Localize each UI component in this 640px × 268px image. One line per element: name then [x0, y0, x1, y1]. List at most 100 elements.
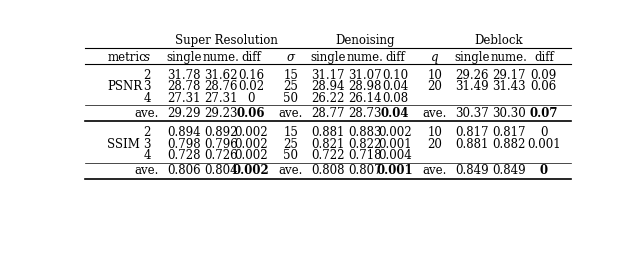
Text: single: single — [454, 51, 490, 64]
Text: 0.07: 0.07 — [529, 107, 558, 120]
Text: 0.726: 0.726 — [205, 150, 238, 162]
Text: 0.001: 0.001 — [377, 164, 413, 177]
Text: 25: 25 — [284, 80, 298, 93]
Text: metric: metric — [108, 51, 146, 64]
Text: 26.22: 26.22 — [311, 92, 345, 105]
Text: 0.882: 0.882 — [492, 137, 525, 151]
Text: 0.08: 0.08 — [382, 92, 408, 105]
Text: 0.881: 0.881 — [311, 126, 345, 139]
Text: nume.: nume. — [203, 51, 240, 64]
Text: diff: diff — [534, 51, 554, 64]
Text: 28.94: 28.94 — [311, 80, 345, 93]
Text: 25: 25 — [284, 137, 298, 151]
Text: 0.001: 0.001 — [378, 137, 412, 151]
Text: 0.849: 0.849 — [492, 164, 526, 177]
Text: 0.002: 0.002 — [234, 137, 268, 151]
Text: 0.817: 0.817 — [455, 126, 488, 139]
Text: 29.17: 29.17 — [492, 69, 526, 82]
Text: 20: 20 — [428, 137, 442, 151]
Text: 0.892: 0.892 — [205, 126, 238, 139]
Text: Super Resolution: Super Resolution — [175, 34, 278, 47]
Text: 50: 50 — [284, 92, 298, 105]
Text: 0.804: 0.804 — [205, 164, 238, 177]
Text: 0.16: 0.16 — [238, 69, 264, 82]
Text: 0.718: 0.718 — [348, 150, 382, 162]
Text: 0.817: 0.817 — [492, 126, 526, 139]
Text: 4: 4 — [143, 92, 150, 105]
Text: nume.: nume. — [491, 51, 527, 64]
Text: single: single — [310, 51, 346, 64]
Text: 0.04: 0.04 — [381, 107, 409, 120]
Text: ave.: ave. — [278, 107, 303, 120]
Text: 0.002: 0.002 — [378, 126, 412, 139]
Text: 27.31: 27.31 — [168, 92, 201, 105]
Text: 0.894: 0.894 — [167, 126, 201, 139]
Text: 30.30: 30.30 — [492, 107, 526, 120]
Text: 0.722: 0.722 — [311, 150, 345, 162]
Text: 31.07: 31.07 — [348, 69, 382, 82]
Text: 31.43: 31.43 — [492, 80, 526, 93]
Text: 31.17: 31.17 — [311, 69, 345, 82]
Text: 0.002: 0.002 — [234, 150, 268, 162]
Text: 0.822: 0.822 — [349, 137, 382, 151]
Text: 0.883: 0.883 — [348, 126, 382, 139]
Text: 0: 0 — [248, 92, 255, 105]
Text: 27.31: 27.31 — [205, 92, 238, 105]
Text: 31.62: 31.62 — [205, 69, 238, 82]
Text: 0.002: 0.002 — [234, 126, 268, 139]
Text: diff: diff — [241, 51, 261, 64]
Text: nume.: nume. — [347, 51, 383, 64]
Text: q: q — [431, 51, 438, 64]
Text: 4: 4 — [143, 150, 150, 162]
Text: 29.29: 29.29 — [168, 107, 201, 120]
Text: 0.881: 0.881 — [455, 137, 488, 151]
Text: 0.796: 0.796 — [205, 137, 238, 151]
Text: 20: 20 — [428, 80, 442, 93]
Text: 0.808: 0.808 — [311, 164, 345, 177]
Text: 0.001: 0.001 — [527, 137, 561, 151]
Text: 3: 3 — [143, 137, 150, 151]
Text: 28.77: 28.77 — [311, 107, 345, 120]
Text: 15: 15 — [284, 126, 298, 139]
Text: diff: diff — [385, 51, 405, 64]
Text: 28.78: 28.78 — [168, 80, 201, 93]
Text: s: s — [144, 51, 150, 64]
Text: 31.49: 31.49 — [455, 80, 489, 93]
Text: 26.14: 26.14 — [348, 92, 382, 105]
Text: ave.: ave. — [135, 107, 159, 120]
Text: 10: 10 — [428, 69, 442, 82]
Text: 0.728: 0.728 — [168, 150, 201, 162]
Text: 0: 0 — [540, 164, 548, 177]
Text: 30.37: 30.37 — [455, 107, 489, 120]
Text: 2: 2 — [143, 69, 150, 82]
Text: 0.06: 0.06 — [237, 107, 266, 120]
Text: 15: 15 — [284, 69, 298, 82]
Text: ave.: ave. — [422, 164, 447, 177]
Text: σ: σ — [287, 51, 295, 64]
Text: ave.: ave. — [135, 164, 159, 177]
Text: 0.806: 0.806 — [167, 164, 201, 177]
Text: ave.: ave. — [422, 107, 447, 120]
Text: 0.807: 0.807 — [348, 164, 382, 177]
Text: 0.798: 0.798 — [167, 137, 201, 151]
Text: 0.002: 0.002 — [233, 164, 269, 177]
Text: Deblock: Deblock — [475, 34, 524, 47]
Text: 0.02: 0.02 — [238, 80, 264, 93]
Text: 0: 0 — [540, 126, 547, 139]
Text: 28.73: 28.73 — [348, 107, 382, 120]
Text: 0.821: 0.821 — [311, 137, 345, 151]
Text: ave.: ave. — [278, 164, 303, 177]
Text: 31.78: 31.78 — [168, 69, 201, 82]
Text: 10: 10 — [428, 126, 442, 139]
Text: 0.06: 0.06 — [531, 80, 557, 93]
Text: 29.26: 29.26 — [455, 69, 488, 82]
Text: 0.10: 0.10 — [382, 69, 408, 82]
Text: 29.23: 29.23 — [205, 107, 238, 120]
Text: SSIM: SSIM — [108, 137, 140, 151]
Text: single: single — [166, 51, 202, 64]
Text: 2: 2 — [143, 126, 150, 139]
Text: 0.09: 0.09 — [531, 69, 557, 82]
Text: 0.004: 0.004 — [378, 150, 412, 162]
Text: PSNR: PSNR — [108, 80, 143, 93]
Text: 3: 3 — [143, 80, 150, 93]
